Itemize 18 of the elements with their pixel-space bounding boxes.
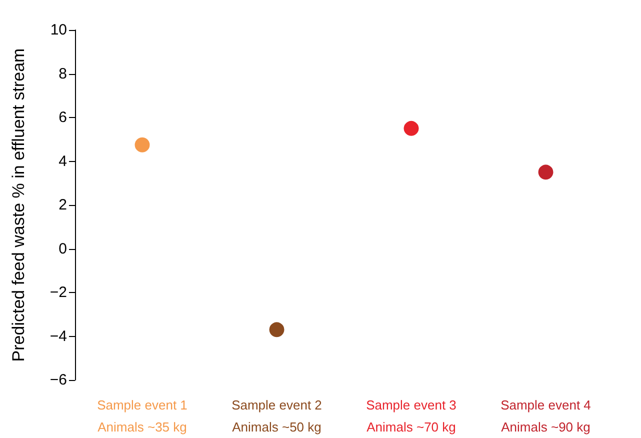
x-tick-label: Sample event 1 Animals ~35 kg xyxy=(97,398,188,434)
point xyxy=(134,137,150,152)
y-tick-label: −2 xyxy=(50,284,67,301)
y-tick-label: 6 xyxy=(58,109,67,126)
y-tick-label: 10 xyxy=(50,22,67,38)
y-axis-title: Predicted feed waste % in effluent stream xyxy=(9,48,28,362)
x-tick-label: Sample event 3 Animals ~70 kg xyxy=(366,398,456,434)
x-tick-label: Sample event 2 Animals ~50 kg xyxy=(232,398,322,434)
y-tick-label: 8 xyxy=(58,65,67,82)
y-tick-label: 2 xyxy=(58,196,67,214)
y-tick-label: −4 xyxy=(50,328,67,345)
y-tick-label: −6 xyxy=(50,372,67,388)
point xyxy=(269,322,284,338)
x-tick-label: Sample event 4 Animals ~90 kg xyxy=(500,398,591,434)
point xyxy=(538,164,554,180)
y-tick-label: 4 xyxy=(58,152,67,170)
y-tick-label: 0 xyxy=(58,240,67,258)
point xyxy=(404,120,419,136)
